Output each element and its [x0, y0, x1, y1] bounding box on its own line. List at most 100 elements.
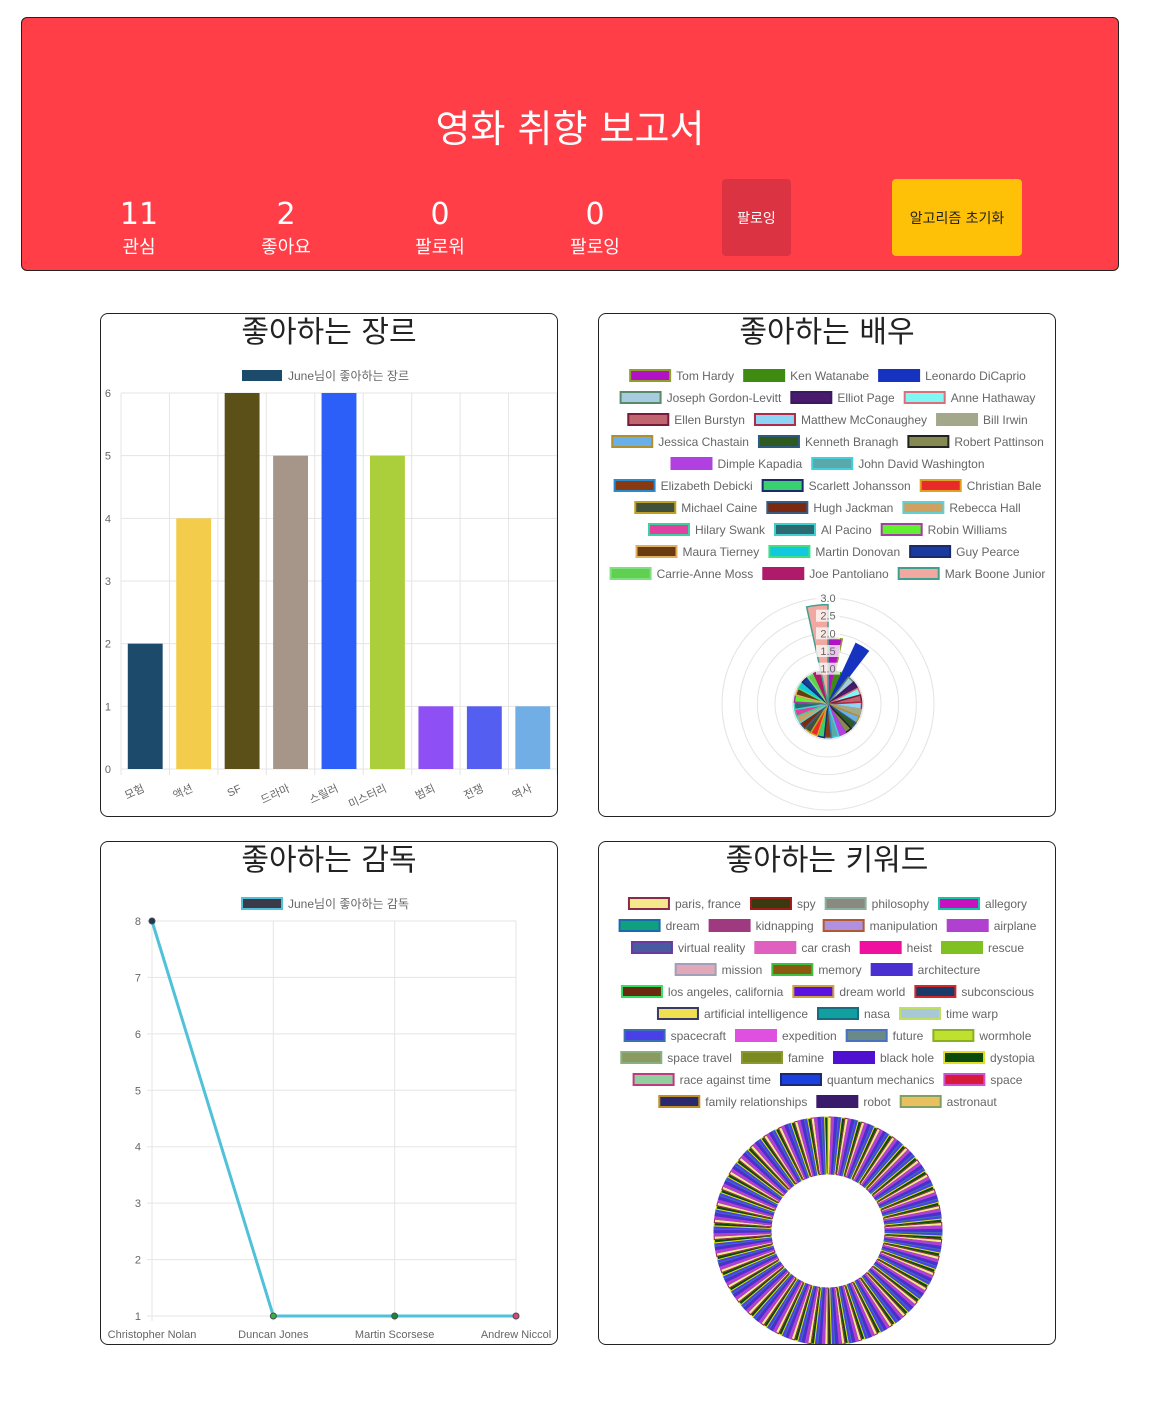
keyword-legend-swatch [870, 963, 913, 976]
actor-r-tick: 3.0 [820, 593, 835, 605]
actor-legend-label: Maura Tierney [683, 545, 760, 559]
keyword-legend-label: subconscious [961, 985, 1034, 999]
keyword-legend-label: rescue [988, 941, 1024, 955]
keyword-legend-swatch [792, 985, 835, 998]
director-point [391, 1312, 399, 1320]
keyword-slice [824, 1116, 829, 1175]
keyword-legend-label: robot [863, 1095, 891, 1109]
stat-followers-count: 0 [430, 197, 450, 232]
keyword-legend-label: heist [907, 941, 933, 955]
director-x-tick: Andrew Niccol [481, 1329, 551, 1341]
actor-tick-backdrop [816, 627, 840, 640]
stat-followers[interactable]: 0 팔로워 [390, 196, 490, 260]
keyword-legend-swatch [734, 1029, 777, 1042]
keyword-doughnut-chart: paris, france spy philosophy allegory dream k… [618, 897, 1037, 1344]
keyword-legend-label: dystopia [990, 1051, 1035, 1065]
stat-following-count: 0 [585, 197, 605, 232]
actor-legend-swatch [609, 567, 652, 580]
keyword-legend-label: nasa [864, 1007, 890, 1021]
actor-legend-swatch [919, 479, 962, 492]
genre-x-tick: 범죄 [413, 782, 437, 802]
reset-algorithm-button[interactable]: 알고리즘 초기화 [892, 179, 1022, 256]
keyword-title: 좋아하는 키워드 [725, 843, 929, 878]
keyword-legend-label: spy [797, 897, 816, 911]
genre-x-tick: SF [226, 783, 244, 800]
keyword-legend-label: memory [818, 963, 861, 977]
genre-x-tick: 액션 [171, 782, 195, 802]
actor-legend-swatch [757, 435, 800, 448]
keyword-legend-swatch [914, 985, 957, 998]
actor-legend-swatch [629, 369, 672, 382]
keyword-legend-swatch [816, 1095, 859, 1108]
page-title: 영화 취향 보고서 [435, 107, 705, 151]
actor-tick-backdrop [816, 609, 840, 622]
actor-legend-swatch [811, 457, 854, 470]
follow-button[interactable]: 팔로잉 [722, 179, 791, 256]
keyword-legend-swatch [754, 941, 797, 954]
keyword-legend-swatch [943, 1051, 986, 1064]
stat-followers-label: 팔로워 [415, 237, 465, 258]
keyword-legend-swatch [779, 1073, 822, 1086]
actor-legend-swatch [627, 413, 670, 426]
keyword-legend-label: wormhole [978, 1029, 1031, 1043]
director-point [148, 917, 156, 925]
keyword-legend-swatch [627, 897, 670, 910]
director-series-line [150, 920, 516, 1318]
keyword-legend-label: manipulation [870, 919, 938, 933]
keyword-legend-label: astronaut [947, 1095, 998, 1109]
keyword-legend-label: artificial intelligence [704, 1007, 808, 1021]
actor-legend-label: Jessica Chastain [658, 435, 749, 449]
actor-legend-label: Bill Irwin [983, 413, 1028, 427]
keyword-legend-swatch [932, 1029, 975, 1042]
keyword-legend-label: dream world [839, 985, 905, 999]
keyword-legend-swatch [822, 919, 865, 932]
keyword-legend-swatch [817, 1007, 860, 1020]
actor-legend-swatch [762, 567, 805, 580]
genre-bar [370, 455, 405, 769]
actor-legend-label: John David Washington [858, 457, 984, 471]
keyword-legend-label: philosophy [872, 897, 929, 911]
keyword-legend-label: space travel [667, 1051, 732, 1065]
keyword-legend-swatch [620, 1051, 663, 1064]
actor-legend-label: Anne Hathaway [951, 391, 1036, 405]
keyword-legend-swatch [832, 1051, 875, 1064]
actor-legend-swatch [761, 479, 804, 492]
stat-following[interactable]: 0 팔로잉 [545, 196, 645, 260]
actor-legend-swatch [902, 501, 945, 514]
actor-legend-swatch [611, 435, 654, 448]
actor-legend-label: Tom Hardy [676, 369, 734, 383]
actor-legend-label: Scarlett Johansson [809, 479, 911, 493]
genre-bar [466, 706, 502, 769]
genre-bar [515, 706, 551, 769]
director-y-tick: 1 [135, 1311, 141, 1323]
actor-legend-swatch [909, 545, 952, 558]
genre-x-tick: 모험 [123, 782, 147, 802]
genre-x-tick: 미스터리 [347, 782, 389, 811]
actor-legend-label: Joseph Gordon-Levitt [667, 391, 782, 405]
genre-y-tick: 6 [105, 388, 111, 400]
keyword-legend-swatch [708, 919, 751, 932]
keyword-legend-label: black hole [880, 1051, 934, 1065]
keyword-legend-swatch [946, 919, 989, 932]
keyword-legend-label: allegory [985, 897, 1027, 911]
keyword-legend-label: time warp [946, 1007, 998, 1021]
actor-legend-label: Robert Pattinson [954, 435, 1043, 449]
keyword-legend-swatch [943, 1073, 986, 1086]
actor-legend-swatch [936, 413, 979, 426]
keyword-legend-swatch [620, 985, 663, 998]
director-legend-swatch [241, 897, 283, 910]
actor-tick-backdrop [816, 645, 840, 657]
keyword-legend-label: architecture [918, 963, 981, 977]
actor-legend-swatch [790, 391, 833, 404]
actor-legend-label: Al Pacino [821, 523, 872, 537]
director-point [512, 1312, 520, 1320]
director-title: 좋아하는 감독 [241, 843, 417, 878]
genre-y-tick: 1 [105, 701, 111, 713]
stat-interest-count: 11 [119, 197, 159, 232]
stat-likes: 2 좋아요 [236, 196, 336, 260]
keyword-panel: 좋아하는 키워드 paris, france spy philosophy alleg… [598, 841, 1056, 1345]
actor-panel: 좋아하는 배우 Tom Hardy Ken Watanabe Leonardo Di… [598, 313, 1056, 817]
genre-panel: 좋아하는 장르 June님이 좋아하는 장르 0 1 2 3 4 5 6 모험 액션 SF 드라마 스릴… [100, 313, 558, 817]
actor-legend-label: Hilary Swank [695, 523, 766, 537]
actor-legend-label: Matthew McConaughey [801, 413, 927, 427]
